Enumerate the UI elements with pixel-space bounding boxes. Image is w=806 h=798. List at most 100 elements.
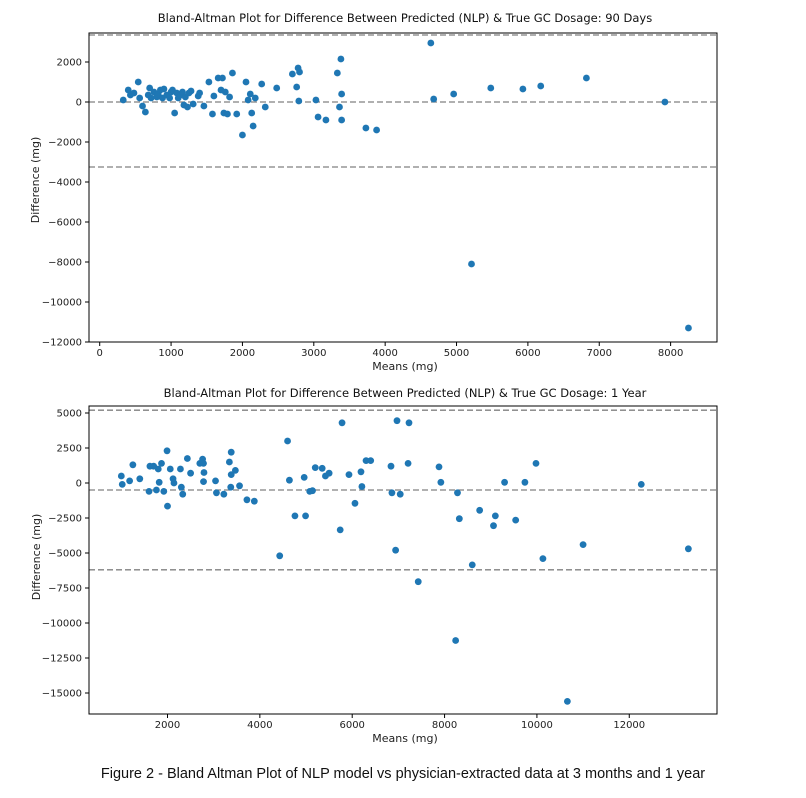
data-point xyxy=(242,78,250,86)
data-point xyxy=(452,637,460,644)
data-point xyxy=(225,458,233,466)
data-point xyxy=(119,96,127,104)
x-tick-label: 2000 xyxy=(155,720,180,731)
y-tick-label: −2500 xyxy=(48,514,82,525)
axis-ticks: 0 1000 2000 3000 4000 5000 6000 7000 8000 −12000 −… xyxy=(42,58,684,360)
data-point xyxy=(296,68,303,76)
data-point xyxy=(325,469,333,477)
data-point xyxy=(227,471,235,478)
data-point xyxy=(213,489,220,497)
data-point xyxy=(246,90,254,98)
chart-title: Bland-Altman Plot for Difference Between… xyxy=(158,11,652,25)
data-point xyxy=(519,85,527,93)
data-point xyxy=(145,488,153,495)
data-point xyxy=(249,122,257,130)
data-point xyxy=(154,465,162,473)
y-tick-label: −6000 xyxy=(48,218,82,229)
data-point xyxy=(336,103,343,111)
data-point xyxy=(136,94,144,102)
data-point xyxy=(284,437,291,445)
plot-frame xyxy=(88,32,718,343)
data-point xyxy=(490,522,497,530)
data-point xyxy=(583,74,590,82)
data-point xyxy=(164,502,171,510)
data-point xyxy=(187,469,194,477)
data-point xyxy=(357,468,365,476)
data-point xyxy=(200,478,207,485)
data-point xyxy=(373,126,380,134)
data-point xyxy=(146,84,154,92)
data-point xyxy=(501,478,508,486)
data-points xyxy=(117,417,692,705)
x-tick-label: 8000 xyxy=(432,720,457,731)
data-point xyxy=(251,94,259,102)
data-point xyxy=(147,94,155,102)
data-point xyxy=(338,116,346,124)
data-point xyxy=(337,55,345,63)
y-tick-label: −5000 xyxy=(48,549,82,560)
data-point xyxy=(512,516,520,524)
figure: Bland-Altman Plot for Difference Between… xyxy=(29,11,718,745)
data-point xyxy=(189,100,197,108)
y-tick-label: −8000 xyxy=(48,258,82,269)
data-point xyxy=(163,447,171,455)
data-point xyxy=(468,260,475,268)
data-point xyxy=(226,93,233,101)
y-tick-label: 2500 xyxy=(57,444,82,455)
x-axis-label: Means (mg) xyxy=(372,360,437,373)
data-point xyxy=(136,475,144,483)
data-point xyxy=(220,490,228,498)
data-point xyxy=(476,506,484,514)
data-point xyxy=(244,96,252,104)
data-point xyxy=(134,78,142,86)
data-point xyxy=(302,512,309,520)
data-point xyxy=(684,545,692,553)
x-tick-label: 12000 xyxy=(613,720,645,731)
y-tick-label: −4000 xyxy=(48,178,82,189)
data-point xyxy=(170,479,178,487)
data-point xyxy=(405,419,413,427)
data-point xyxy=(126,477,134,485)
data-point xyxy=(117,472,125,480)
data-point xyxy=(563,698,571,705)
y-tick-label: −7500 xyxy=(48,584,82,595)
data-point xyxy=(212,477,219,485)
data-point xyxy=(205,78,213,86)
x-tick-label: 7000 xyxy=(587,348,612,359)
x-tick-label: 2000 xyxy=(230,348,255,359)
data-point xyxy=(118,481,126,488)
x-tick-label: 8000 xyxy=(658,348,683,359)
y-tick-label: −12500 xyxy=(42,654,82,665)
data-point xyxy=(177,465,184,473)
data-points xyxy=(119,39,692,332)
chart-title: Bland-Altman Plot for Difference Between… xyxy=(164,386,647,400)
reference-lines xyxy=(89,34,717,168)
data-point xyxy=(221,88,229,96)
x-axis-label: Means (mg) xyxy=(372,732,437,745)
data-point xyxy=(295,97,303,105)
data-point xyxy=(236,482,243,490)
data-point xyxy=(427,39,435,47)
data-point xyxy=(155,478,163,486)
data-point xyxy=(392,546,400,554)
data-point xyxy=(491,512,499,520)
y-tick-label: 0 xyxy=(76,479,82,490)
data-point xyxy=(196,89,204,97)
data-point xyxy=(309,487,316,495)
reference-lines xyxy=(89,409,717,571)
data-point xyxy=(171,109,179,117)
data-point xyxy=(291,512,299,520)
data-point xyxy=(579,541,587,548)
data-point xyxy=(333,69,341,77)
data-point xyxy=(318,464,326,472)
data-point xyxy=(661,98,669,106)
data-point xyxy=(233,110,241,118)
data-point xyxy=(358,483,366,490)
data-point xyxy=(200,102,208,110)
data-point xyxy=(532,460,540,467)
y-tick-label: −15000 xyxy=(42,689,82,700)
data-point xyxy=(454,489,461,497)
data-point xyxy=(338,90,346,98)
data-point xyxy=(243,496,251,504)
data-point xyxy=(322,116,330,124)
